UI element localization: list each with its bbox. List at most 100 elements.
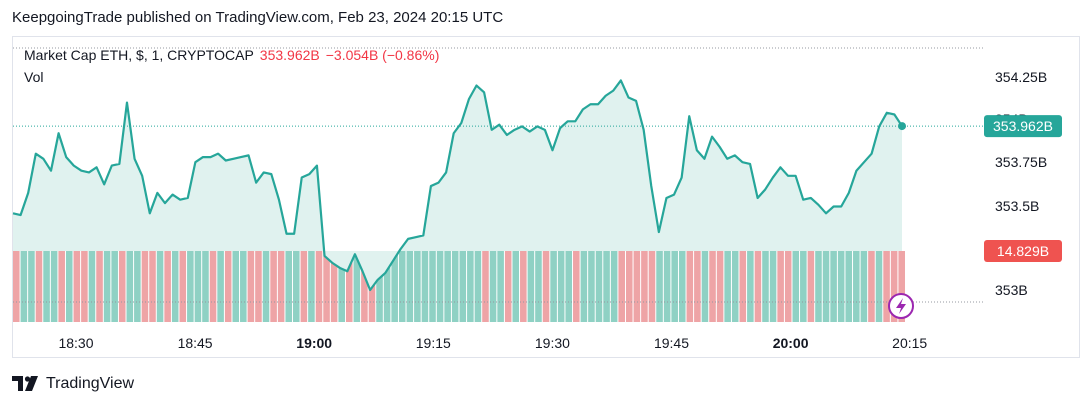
volume-bar (542, 251, 550, 322)
volume-bar (845, 251, 853, 322)
volume-bar (20, 251, 28, 322)
volume-bar (686, 251, 694, 322)
volume-bar (436, 251, 444, 322)
volume-bar (731, 251, 739, 322)
volume-bar (595, 251, 603, 322)
volume-bar (656, 251, 663, 322)
volume-bar (890, 251, 898, 322)
volume-bar (800, 251, 807, 322)
publisher-line: KeepgoingTrade published on TradingView.… (12, 9, 504, 26)
volume-bar (13, 251, 20, 322)
volume-bar (822, 251, 830, 322)
volume-bar (769, 251, 777, 322)
volume-bar (777, 251, 784, 322)
volume-layer (13, 251, 905, 322)
time-tick-label: 18:30 (58, 335, 93, 351)
time-tick-label: 19:30 (535, 335, 570, 351)
volume-bar (156, 251, 164, 322)
volume-bar (588, 251, 595, 322)
time-tick-label: 19:45 (654, 335, 689, 351)
volume-bar (762, 251, 769, 322)
volume-bar (194, 251, 202, 322)
volume-bar (103, 251, 111, 322)
volume-bar (224, 251, 232, 322)
volume-bar (247, 251, 255, 322)
volume-bar (694, 251, 701, 322)
volume-bar (43, 251, 50, 322)
volume-bar (179, 251, 187, 322)
volume-bar (35, 251, 43, 322)
volume-bar (860, 251, 868, 322)
volume-bar (739, 251, 747, 322)
volume-bar (353, 251, 361, 322)
last-price-dot (898, 122, 906, 131)
volume-bar (338, 251, 345, 322)
volume-bar (171, 251, 179, 322)
volume-bar (497, 251, 504, 322)
price-line (12, 79, 903, 292)
volume-bar (807, 251, 815, 322)
volume-bar (550, 251, 557, 322)
volume-bar (482, 251, 489, 322)
volume-bar (315, 251, 323, 322)
volume-bar (663, 251, 671, 322)
last-price-tag: 353.962B (993, 118, 1053, 134)
volume-bar (285, 251, 293, 322)
volume-bar (837, 251, 845, 322)
volume-bar (308, 251, 315, 322)
volume-bar (361, 251, 368, 322)
volume-bar (474, 251, 482, 322)
volume-bar (164, 251, 171, 322)
volume-bar (898, 251, 905, 322)
volume-bar (421, 251, 429, 322)
volume-bar (512, 251, 520, 322)
volume-bar (535, 251, 542, 322)
legend-symbol: Market Cap ETH, $, 1, CRYPTOCAP (24, 47, 254, 63)
volume-bar (217, 251, 224, 322)
volume-bar (618, 251, 625, 322)
volume-bar (118, 251, 126, 322)
volume-bar (467, 251, 474, 322)
volume-bar (520, 251, 527, 322)
time-tick-label: 20:00 (773, 335, 809, 351)
volume-bar (747, 251, 754, 322)
volume-bar (504, 251, 512, 322)
volume-bar (96, 251, 103, 322)
volume-bar (58, 251, 65, 322)
tradingview-logo-icon (12, 376, 38, 391)
volume-bar (391, 251, 398, 322)
volume-bar (527, 251, 535, 322)
legend-last-value: 353.962B (259, 47, 320, 63)
volume-bar (330, 251, 338, 322)
volume-bar (489, 251, 497, 322)
volume-tag-bg (984, 240, 1062, 262)
volume-bar (406, 251, 414, 322)
footer-brand[interactable]: TradingView (12, 375, 134, 393)
volume-bar (134, 251, 141, 322)
lightning-icon[interactable] (888, 293, 914, 319)
volume-bar (754, 251, 762, 322)
volume-bar (633, 251, 641, 322)
brand-name: TradingView (46, 375, 135, 392)
price-tick-label: 353.75B (995, 154, 1047, 170)
volume-bar (678, 251, 686, 322)
volume-bar (376, 251, 383, 322)
price-tick-label: 354.25B (995, 69, 1047, 85)
volume-bar (149, 251, 156, 322)
volume-bar (724, 251, 731, 322)
volume-bar (50, 251, 58, 322)
volume-bar (111, 251, 118, 322)
last-price-tag-bg (984, 115, 1062, 138)
volume-bar (830, 251, 837, 322)
volume-tag: 14.829B (997, 243, 1049, 259)
price-tick-label: 353.5B (995, 198, 1039, 214)
time-tick-label: 19:00 (296, 335, 332, 351)
volume-bar (414, 251, 421, 322)
volume-bar (709, 251, 716, 322)
volume-bar (262, 251, 270, 322)
volume-bar (625, 251, 633, 322)
volume-bar (240, 251, 247, 322)
volume-bar (65, 251, 73, 322)
